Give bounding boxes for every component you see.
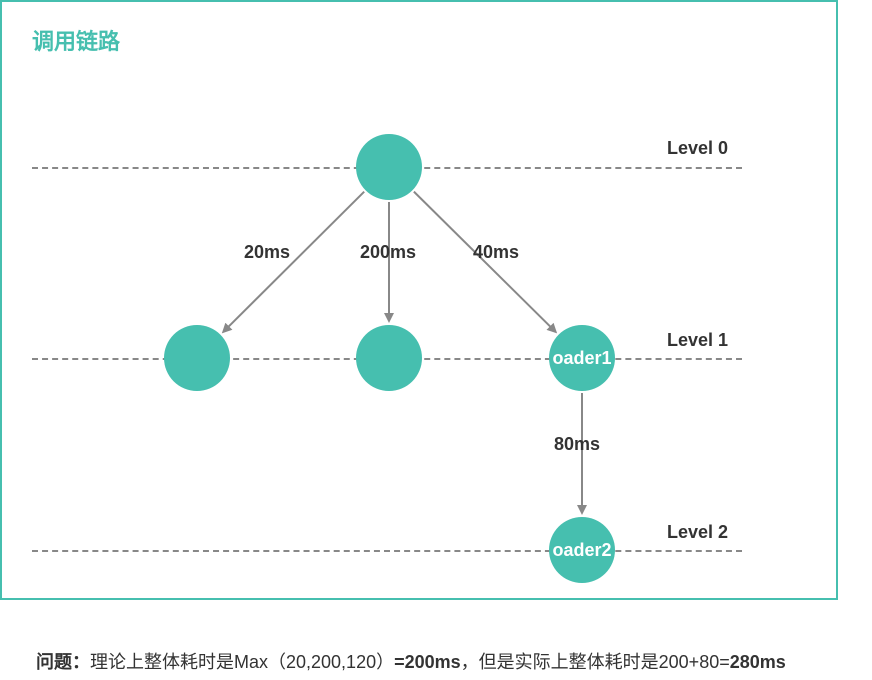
node-label-n4: oader2 bbox=[552, 540, 611, 561]
node-label-n3: oader1 bbox=[552, 348, 611, 369]
edge-label-1: 200ms bbox=[360, 242, 416, 263]
caption-part-4: 280ms bbox=[730, 652, 786, 672]
edge-label-2: 40ms bbox=[473, 242, 519, 263]
node-n3: oader1 bbox=[549, 325, 615, 391]
caption-part-0: 问题： bbox=[36, 652, 90, 672]
edge-label-3: 80ms bbox=[554, 434, 600, 455]
caption-part-2: =200ms bbox=[394, 652, 461, 672]
caption-text: 问题：理论上整体耗时是Max（20,200,120）=200ms，但是实际上整体… bbox=[36, 648, 786, 674]
level-line-2 bbox=[32, 550, 742, 552]
node-n1 bbox=[164, 325, 230, 391]
node-n4: oader2 bbox=[549, 517, 615, 583]
caption-part-1: 理论上整体耗时是Max（20,200,120） bbox=[90, 652, 394, 672]
level-label-0: Level 0 bbox=[667, 138, 728, 159]
diagram-panel: 调用链路 Level 0Level 1Level 220ms200ms40ms8… bbox=[0, 0, 838, 600]
level-label-1: Level 1 bbox=[667, 330, 728, 351]
level-label-2: Level 2 bbox=[667, 522, 728, 543]
edges-layer bbox=[2, 2, 840, 602]
node-n2 bbox=[356, 325, 422, 391]
node-root bbox=[356, 134, 422, 200]
edge-label-0: 20ms bbox=[244, 242, 290, 263]
caption-part-3: ，但是实际上整体耗时是200+80= bbox=[461, 652, 730, 672]
